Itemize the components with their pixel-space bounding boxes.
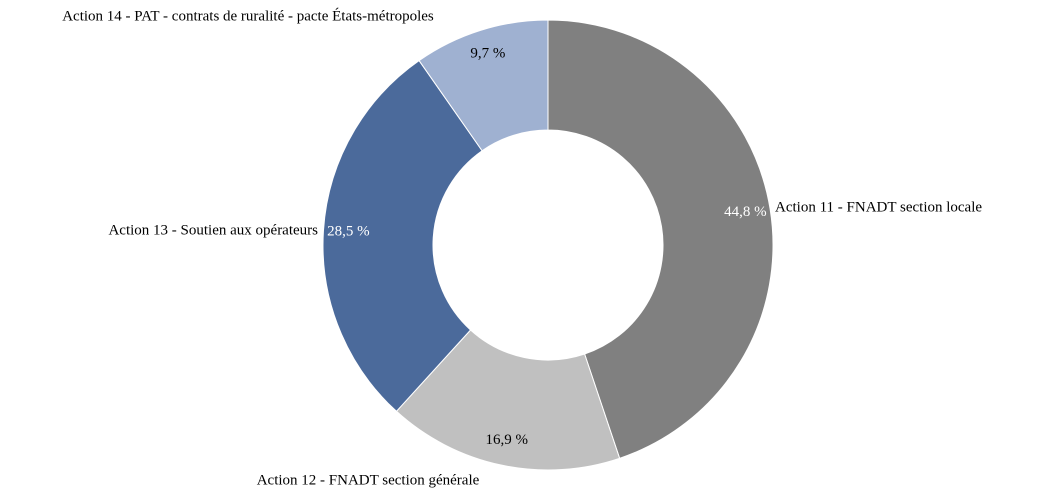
donut-slice [322,59,483,413]
donut-slice [418,19,549,152]
value-label: 9,7 % [470,46,505,62]
donut-slice [395,329,621,471]
category-label: Action 13 - Soutien aux opérateurs [108,222,318,238]
donut-slice [547,19,774,459]
value-label: 28,5 % [327,224,370,240]
category-label: Action 12 - FNADT section générale [257,472,480,488]
value-label: 16,9 % [486,432,529,448]
category-label: Action 14 - PAT - contrats de ruralité -… [62,7,434,24]
category-label: Action 11 - FNADT section locale [775,199,982,215]
value-label: 44,8 % [724,204,767,220]
